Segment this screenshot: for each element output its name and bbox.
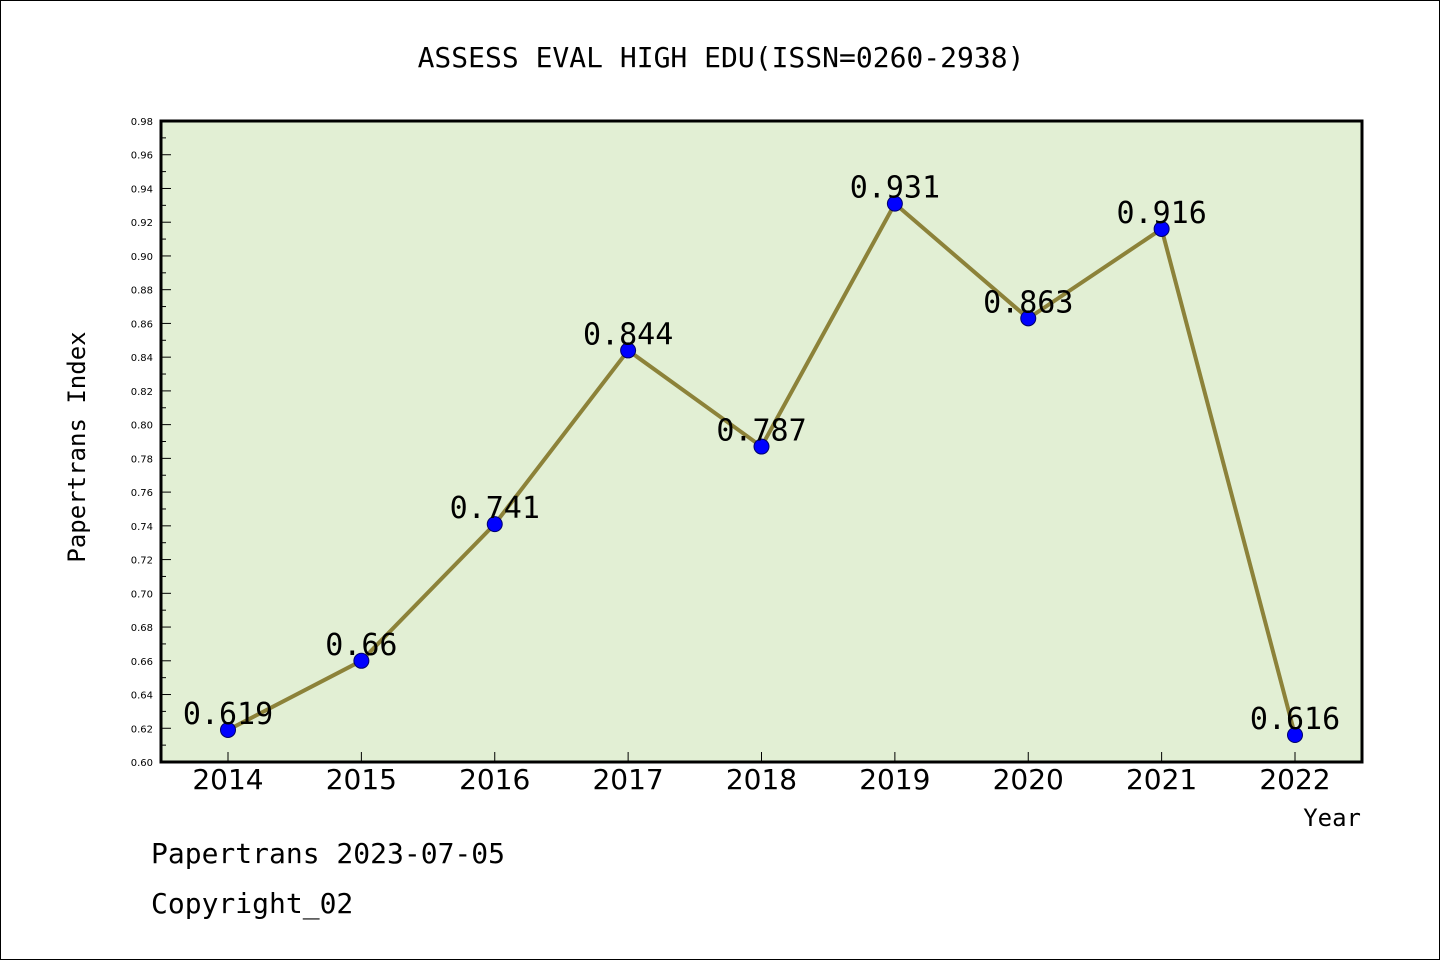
y-tick-label: 0.80 [131,421,153,432]
x-tick-label: 2014 [192,763,263,796]
data-point [753,438,770,455]
x-tick-label: 2015 [326,763,397,796]
x-tick-label: 2017 [592,763,663,796]
data-label: 0.916 [1116,196,1206,231]
y-tick-label: 0.98 [131,117,153,128]
x-tick-label: 2020 [993,763,1064,796]
y-tick-label: 0.90 [131,252,153,263]
y-tick-label: 0.82 [131,387,153,398]
data-point [1287,727,1303,744]
y-tick-label: 0.92 [131,218,153,229]
y-tick-label: 0.94 [131,184,153,195]
y-axis-label: Papertrans Index [63,331,91,562]
data-point [620,342,637,359]
y-tick-label: 0.84 [131,353,153,364]
data-point [1020,310,1037,327]
data-point [486,516,503,533]
data-point [353,652,370,669]
y-tick-label: 0.86 [131,319,153,330]
data-label: 0.863 [983,285,1073,320]
x-tick-label: 2022 [1259,763,1330,796]
y-tick-label: 0.96 [131,151,153,162]
y-tick-label: 0.74 [131,522,153,533]
data-point [886,195,903,212]
data-label: 0.616 [1250,702,1340,737]
y-tick-label: 0.76 [131,488,153,499]
y-tick-label: 0.62 [131,724,153,735]
y-tick-label: 0.88 [131,286,153,297]
x-tick-label: 2018 [726,763,797,796]
x-tick-label: 2021 [1126,763,1197,796]
data-label: 0.619 [183,697,273,732]
y-axis: 0.60 0.62 0.64 0.66 0.68 0.70 0.72 0.74 0.76 0.78… [131,117,171,769]
x-tick-label: 2019 [859,763,930,796]
data-label: 0.931 [850,171,940,206]
data-label: 0.787 [716,414,806,449]
y-tick-label: 0.68 [131,623,153,634]
y-tick-label: 0.72 [131,556,153,567]
y-tick-label: 0.60 [131,758,153,769]
x-axis-label: Year [1303,804,1361,832]
x-axis: 2014 2015 2016 2017 2018 2019 2020 2021 2022 [192,752,1331,796]
data-label: 0.844 [583,317,673,352]
y-tick-label: 0.78 [131,454,153,465]
data-point [220,721,236,738]
y-tick-label: 0.64 [131,691,153,702]
data-label: 0.741 [450,491,540,526]
plot-border [159,119,1364,764]
data-labels: 0.619 0.66 0.741 0.844 0.787 0.931 0.863 0.916 0… [183,171,1340,737]
data-markers [220,195,1303,744]
y-tick-label: 0.66 [131,657,153,668]
y-tick-label: 0.70 [131,589,153,600]
data-label: 0.66 [325,628,397,663]
chart-title: ASSESS EVAL HIGH EDU(ISSN=0260-2938) [418,41,1025,74]
x-tick-label: 2016 [459,763,530,796]
data-point [1153,220,1170,237]
footer-copyright: Copyright_02 [151,887,354,920]
footer-date: Papertrans 2023-07-05 [151,837,506,870]
